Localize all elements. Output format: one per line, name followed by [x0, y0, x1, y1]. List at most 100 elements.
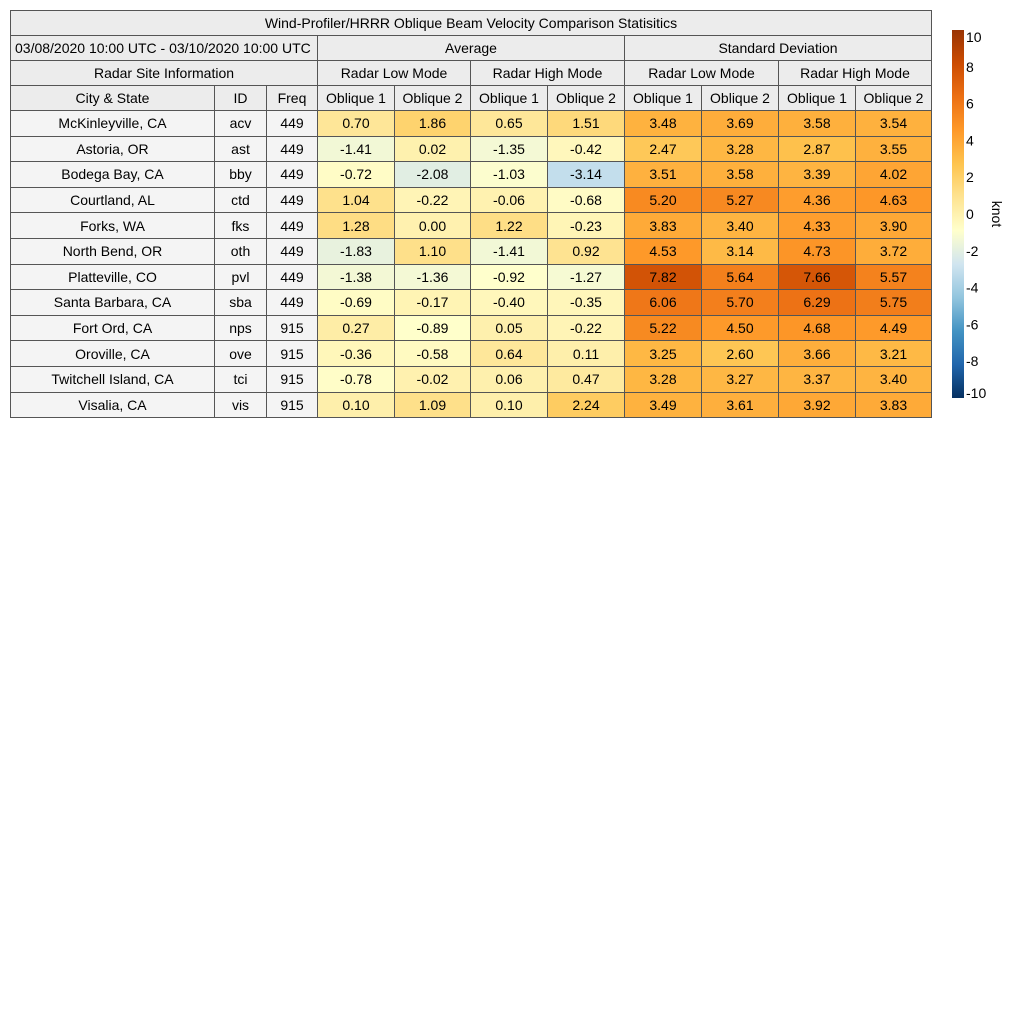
value-cell: -0.40	[470, 289, 548, 316]
table-row: Platteville, CO pvl 449 -1.38 -1.36 -0.92 -1.2…	[10, 263, 932, 291]
value-cell: 3.58	[778, 110, 856, 137]
value-cell: -2.08	[394, 161, 471, 188]
value-cell: -0.36	[317, 340, 395, 367]
site-city: Platteville, CO	[10, 263, 215, 291]
value-cell: 3.69	[701, 110, 779, 137]
statistics-table: Wind-Profiler/HRRR Oblique Beam Velocity…	[10, 10, 932, 419]
mode-header: Radar High Mode	[470, 60, 625, 86]
value-cell: -0.02	[394, 365, 471, 393]
column-header: City & State	[10, 85, 215, 111]
table-row: Oroville, CA ove 915 -0.36 -0.58 0.64 0.11 3.25…	[10, 340, 932, 367]
column-header: Oblique 2	[855, 85, 932, 111]
value-cell: -1.27	[547, 263, 625, 291]
column-header: ID	[214, 85, 267, 111]
site-city: Astoria, OR	[10, 135, 215, 163]
value-cell: 0.02	[394, 135, 471, 163]
site-id: ast	[214, 135, 267, 163]
date-range: 03/08/2020 10:00 UTC - 03/10/2020 10:00 …	[10, 35, 318, 61]
table-row: McKinleyville, CA acv 449 0.70 1.86 0.65 1.51 3…	[10, 110, 932, 137]
colorbar: 10 8 6 4 2 0 -2 -4 -6 -8 -10 knot	[952, 30, 1005, 401]
table-row: North Bend, OR oth 449 -1.83 1.10 -1.41 0.92 4.…	[10, 237, 932, 265]
site-freq: 915	[266, 340, 318, 367]
mode-header: Radar Low Mode	[317, 60, 471, 86]
value-cell: -0.17	[394, 289, 471, 316]
value-cell: -0.58	[394, 340, 471, 367]
colorbar-tick-label: -4	[966, 280, 979, 296]
site-city: Bodega Bay, CA	[10, 161, 215, 188]
value-cell: -0.69	[317, 289, 395, 316]
value-cell: 3.40	[701, 212, 779, 239]
value-cell: 4.73	[778, 237, 856, 265]
table-row: Fort Ord, CA nps 915 0.27 -0.89 0.05 -0.22 5.22…	[10, 314, 932, 342]
value-cell: 0.47	[547, 365, 625, 393]
value-cell: 5.64	[701, 263, 779, 291]
value-cell: 5.20	[624, 186, 702, 214]
site-freq: 915	[266, 365, 318, 393]
value-cell: 3.92	[778, 391, 856, 419]
site-id: oth	[214, 237, 267, 265]
value-cell: -0.92	[470, 263, 548, 291]
value-cell: 1.86	[394, 110, 471, 137]
mode-header: Radar Low Mode	[624, 60, 779, 86]
colorbar-tick-label: -6	[966, 316, 979, 332]
column-header: Oblique 1	[470, 85, 548, 111]
value-cell: 1.22	[470, 212, 548, 239]
column-header: Oblique 2	[701, 85, 779, 111]
value-cell: 3.66	[778, 340, 856, 367]
value-cell: 0.27	[317, 314, 395, 342]
value-cell: 2.60	[701, 340, 779, 367]
value-cell: 4.50	[701, 314, 779, 342]
value-cell: 2.47	[624, 135, 702, 163]
column-header: Freq	[266, 85, 318, 111]
value-cell: 7.66	[778, 263, 856, 291]
site-city: Forks, WA	[10, 212, 215, 239]
value-cell: -1.38	[317, 263, 395, 291]
value-cell: 4.49	[855, 314, 932, 342]
value-cell: 0.10	[470, 391, 548, 419]
table-title: Wind-Profiler/HRRR Oblique Beam Velocity…	[10, 10, 932, 36]
value-cell: -0.06	[470, 186, 548, 214]
site-info-header: Radar Site Information	[10, 60, 318, 86]
colorbar-tick-label: 4	[966, 132, 974, 148]
colorbar-tick-label: 0	[966, 206, 974, 222]
value-cell: 1.10	[394, 237, 471, 265]
value-cell: 1.09	[394, 391, 471, 419]
value-cell: 0.10	[317, 391, 395, 419]
site-freq: 449	[266, 212, 318, 239]
site-city: Visalia, CA	[10, 391, 215, 419]
value-cell: 4.68	[778, 314, 856, 342]
value-cell: -1.41	[470, 237, 548, 265]
table-row: Visalia, CA vis 915 0.10 1.09 0.10 2.24 3.49 3.6…	[10, 391, 932, 419]
site-id: ove	[214, 340, 267, 367]
value-cell: 0.65	[470, 110, 548, 137]
value-cell: 3.58	[701, 161, 779, 188]
value-cell: 0.92	[547, 237, 625, 265]
site-city: North Bend, OR	[10, 237, 215, 265]
std-dev-header: Standard Deviation	[624, 35, 932, 61]
colorbar-tick-label: -2	[966, 243, 979, 259]
column-header: Oblique 1	[778, 85, 856, 111]
colorbar-tick-label: 6	[966, 96, 974, 112]
value-cell: 3.51	[624, 161, 702, 188]
site-city: Oroville, CA	[10, 340, 215, 367]
colorbar-label: knot	[989, 201, 1005, 228]
value-cell: -3.14	[547, 161, 625, 188]
value-cell: 6.29	[778, 289, 856, 316]
site-id: nps	[214, 314, 267, 342]
column-header: Oblique 2	[547, 85, 625, 111]
value-cell: 3.83	[855, 391, 932, 419]
value-cell: 3.48	[624, 110, 702, 137]
site-freq: 449	[266, 161, 318, 188]
value-cell: 3.39	[778, 161, 856, 188]
column-header: Oblique 2	[394, 85, 471, 111]
site-id: bby	[214, 161, 267, 188]
value-cell: 4.63	[855, 186, 932, 214]
colorbar-tick-label: -8	[966, 353, 979, 369]
value-cell: 5.22	[624, 314, 702, 342]
value-cell: -0.23	[547, 212, 625, 239]
value-cell: 5.70	[701, 289, 779, 316]
value-cell: -1.03	[470, 161, 548, 188]
site-city: Fort Ord, CA	[10, 314, 215, 342]
value-cell: -1.83	[317, 237, 395, 265]
site-id: fks	[214, 212, 267, 239]
